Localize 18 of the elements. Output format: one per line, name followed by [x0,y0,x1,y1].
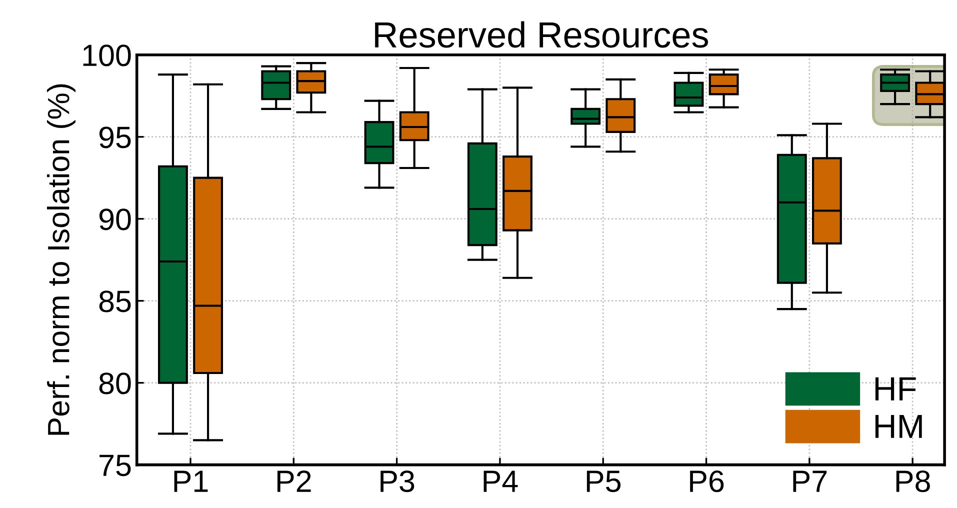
y-tick-label: 80 [99,372,131,394]
x-tick-label: P6 [690,470,724,492]
x-tick-label: P3 [380,470,414,492]
y-tick-label: 75 [100,454,131,476]
chart-title: Reserved Resources [375,21,708,48]
x-tick-label: P5 [586,470,621,492]
x-tick-label: P8 [896,470,930,492]
y-tick-label: 90 [99,208,131,230]
y-tick-label: 95 [99,126,131,148]
x-tick-label: P7 [793,470,827,492]
y-tick-label: 100 [83,44,131,66]
y-tick-label: 85 [99,290,131,312]
legend-label: HM [875,414,922,438]
x-tick-label: P4 [484,470,518,492]
y-axis-title: Perf. norm to Isolation (%) [46,84,76,435]
legend-label: HF [875,377,916,400]
x-tick-label: P2 [277,470,311,492]
x-tick-label: P1 [174,470,208,492]
